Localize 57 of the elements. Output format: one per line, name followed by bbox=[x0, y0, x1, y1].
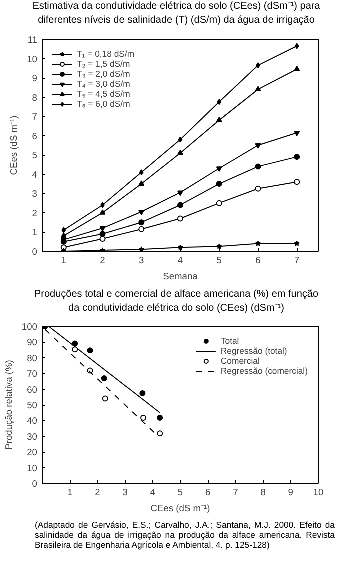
x-tick-label: 4 bbox=[178, 255, 184, 266]
x-tick-label: 7 bbox=[233, 488, 238, 498]
x-tick-label: 4 bbox=[150, 488, 156, 498]
y-tick-label: 11 bbox=[28, 34, 38, 45]
legend-label: T₂ = 1,5 dS/m bbox=[77, 58, 130, 69]
legend-label: T₆ = 6,0 dS/m bbox=[77, 98, 130, 109]
y-tick-label: 10 bbox=[27, 54, 38, 64]
y-tick-label: 9 bbox=[32, 73, 38, 84]
x-tick-label: 2 bbox=[95, 488, 100, 498]
chart-title: Estimativa da condutividade elétrica do solo (CEes) (dSm⁻¹) para diferentes níveis de salinidade (T) (dS/m) da água de irrigação bbox=[32, 0, 320, 28]
x-tick-label: 6 bbox=[256, 255, 261, 266]
chart-title: Produções total e comercial de alface americana (%) em função da condutividade elétrica do solo (CEes) (dSm⁻¹) bbox=[34, 288, 319, 316]
x-tick-label: 1 bbox=[61, 255, 66, 266]
legend-label: Regressão (total) bbox=[220, 346, 288, 356]
y-tick-label: 0 bbox=[32, 479, 38, 490]
y-tick-label: 70 bbox=[27, 369, 38, 380]
legend-label: Regressão (comercial) bbox=[220, 366, 308, 376]
y-tick-label: 2 bbox=[32, 208, 38, 218]
y-tick-label: 40 bbox=[27, 416, 38, 426]
x-tick-label: 1 bbox=[68, 488, 73, 498]
text: (Adaptado de Gervásio, E.S.; Carvalho, J.A.; Santana, M.J. 2000. Efeito da salinidade da água de irrigação na produção da alface americana. Revista Brasileira de Engenharia Agrícola e Ambiental, 4. p. 125-128) bbox=[35, 520, 335, 552]
y-tick-label: 1 bbox=[32, 227, 38, 238]
y-tick-label: 8 bbox=[32, 92, 38, 102]
x-tick-label: 3 bbox=[122, 488, 128, 498]
x-tick-label: 5 bbox=[216, 255, 222, 266]
x-tick-label: 10 bbox=[313, 488, 324, 498]
y-tick-label: 30 bbox=[27, 432, 38, 442]
y-tick-label: 4 bbox=[32, 169, 38, 180]
legend-label: T₃ = 2,0 dS/m bbox=[77, 68, 130, 79]
legend-label: T₅ = 4,5 dS/m bbox=[77, 88, 130, 99]
y-tick-label: 20 bbox=[27, 448, 38, 458]
x-tick-label: 6 bbox=[206, 488, 211, 498]
legend-label: T₁ = 0,18 dS/m bbox=[77, 48, 135, 59]
y-tick-label: 60 bbox=[27, 384, 38, 395]
y-tick-label: 90 bbox=[27, 338, 38, 348]
y-tick-label: 100 bbox=[22, 322, 38, 332]
y-tick-label: 50 bbox=[27, 400, 38, 411]
y-axis-title: Produção relativa (%) bbox=[4, 360, 14, 450]
x-tick-label: 9 bbox=[288, 488, 294, 498]
x-axis-title: CEes (dS m⁻¹) bbox=[150, 504, 210, 514]
x-axis-title: Semana bbox=[163, 271, 199, 282]
y-tick-label: 80 bbox=[27, 354, 38, 364]
x-tick-label: 8 bbox=[260, 488, 266, 498]
y-tick-label: 5 bbox=[32, 150, 38, 160]
legend-label: Comercial bbox=[220, 356, 260, 366]
y-tick-label: 6 bbox=[32, 130, 38, 141]
x-tick-label: 3 bbox=[139, 255, 144, 266]
y-tick-label: 3 bbox=[32, 188, 38, 199]
y-tick-label: 10 bbox=[27, 463, 38, 474]
y-tick-label: 0 bbox=[32, 246, 38, 257]
x-tick-label: 2 bbox=[100, 255, 106, 266]
x-tick-label: 7 bbox=[294, 255, 300, 266]
x-tick-label: 5 bbox=[178, 488, 184, 498]
legend-label: T₄ = 3,0 dS/m bbox=[77, 78, 130, 89]
y-tick-label: 7 bbox=[32, 112, 38, 122]
y-axis-title: CEes (dS m⁻¹) bbox=[9, 115, 20, 175]
legend-label: Total bbox=[220, 336, 240, 346]
